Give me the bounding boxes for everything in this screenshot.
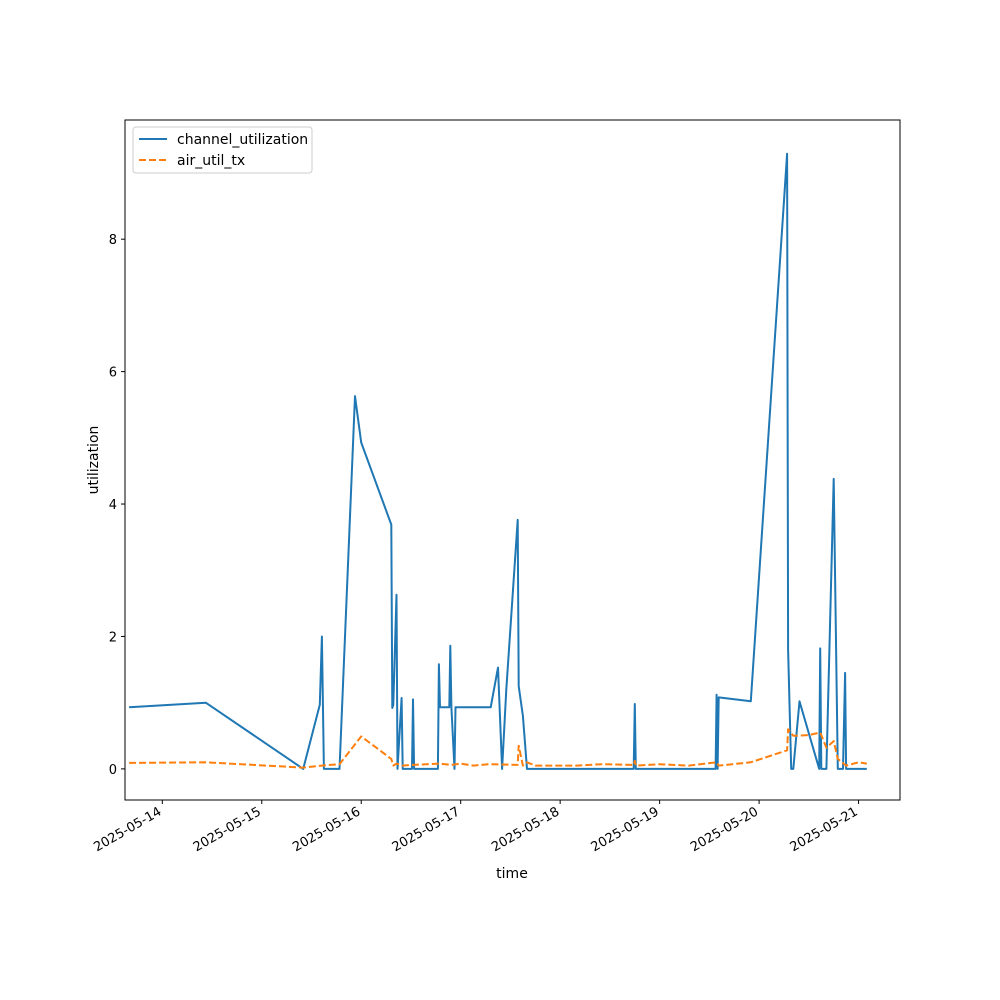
legend-box	[132, 126, 313, 174]
y-tick-label: 6	[109, 366, 117, 381]
series-layer	[129, 152, 867, 770]
y-axis-label: utilization	[86, 426, 102, 495]
legend-label-air-util-tx: air_util_tx	[177, 153, 245, 169]
y-tick-label: 2	[109, 630, 117, 645]
legend: channel_utilization air_util_tx	[132, 126, 313, 174]
x-axis-label: time	[496, 866, 528, 882]
y-tick-label: 0	[109, 763, 117, 778]
series-line-1	[129, 728, 867, 769]
y-axis-ticks: 0 2 4 6 8	[109, 233, 125, 778]
y-tick-label: 8	[109, 233, 117, 248]
legend-label-channel-utilization: channel_utilization	[177, 132, 308, 148]
plot-frame	[124, 119, 901, 801]
y-tick-label: 4	[109, 498, 117, 513]
series-line-0	[129, 152, 867, 770]
